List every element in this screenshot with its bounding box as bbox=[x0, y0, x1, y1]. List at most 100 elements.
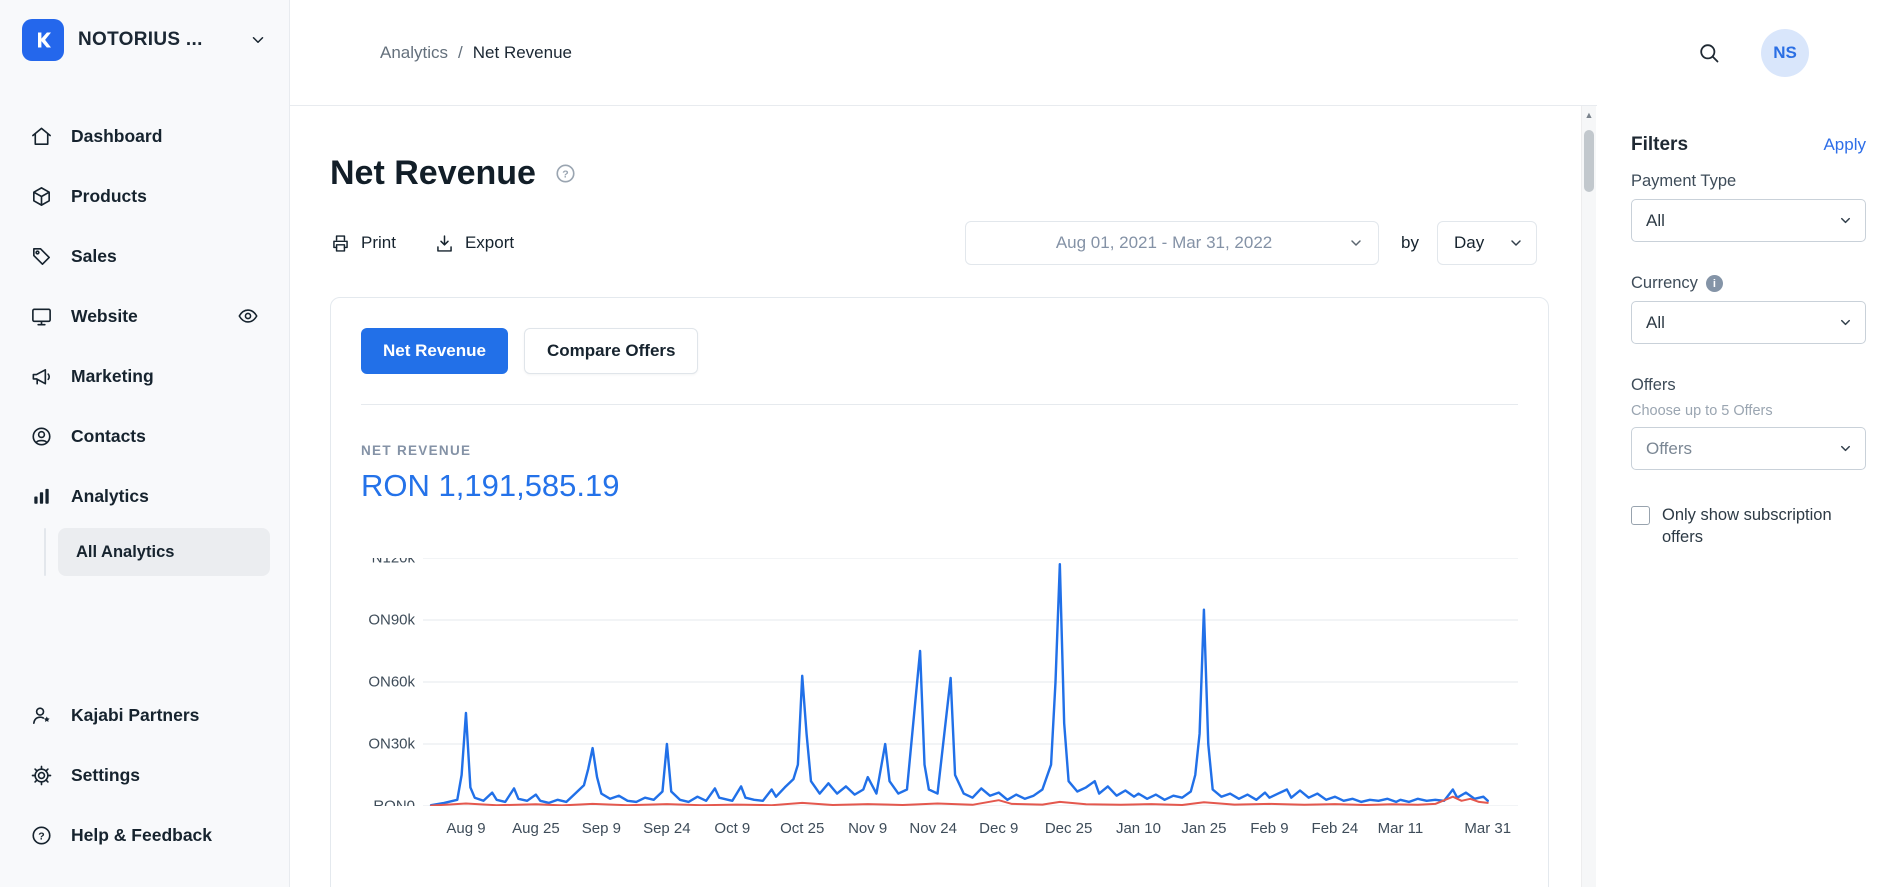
x-axis-label: Feb 9 bbox=[1250, 820, 1289, 837]
sidebar-item-settings[interactable]: Settings bbox=[14, 745, 275, 805]
site-switcher[interactable]: NOTORIUS ... bbox=[0, 0, 289, 80]
sidebar-nav: Dashboard Products Sales Website Marketi… bbox=[0, 80, 289, 576]
sidebar-item-all-analytics[interactable]: All Analytics bbox=[58, 528, 270, 576]
title-help-icon[interactable]: ? bbox=[554, 162, 577, 185]
chevron-down-icon[interactable] bbox=[249, 31, 267, 49]
payment-type-select[interactable]: All bbox=[1631, 199, 1866, 242]
info-icon[interactable]: i bbox=[1705, 275, 1723, 292]
interval-value: Day bbox=[1454, 233, 1485, 252]
y-axis-label: RON0 bbox=[373, 797, 415, 807]
breadcrumb-analytics[interactable]: Analytics bbox=[380, 43, 449, 62]
sidebar-item-label: Dashboard bbox=[71, 125, 163, 146]
sidebar-item-label: Help & Feedback bbox=[71, 824, 213, 845]
sidebar-subitem-label: All Analytics bbox=[76, 542, 175, 561]
metric-value: RON 1,191,585.19 bbox=[361, 468, 620, 503]
eye-icon[interactable] bbox=[237, 305, 259, 327]
currency-select[interactable]: All bbox=[1631, 301, 1866, 344]
sidebar: NOTORIUS ... Dashboard Products Sales We… bbox=[0, 0, 290, 887]
kajabi-logo bbox=[22, 19, 64, 61]
sidebar-item-products[interactable]: Products bbox=[14, 166, 275, 226]
vertical-scrollbar[interactable]: ▲ bbox=[1581, 106, 1596, 887]
subscription-checkbox[interactable] bbox=[1631, 506, 1650, 525]
avatar[interactable]: NS bbox=[1761, 29, 1809, 77]
tag-icon bbox=[33, 247, 50, 265]
offers-placeholder: Offers bbox=[1646, 438, 1692, 458]
filters-title: Filters bbox=[1631, 134, 1689, 155]
chart-x-axis: Aug 9 Aug 25 Sep 9 Sep 24 Oct 9 Oct 25 Nov 9 No… bbox=[423, 816, 1518, 852]
subscription-checkbox-label[interactable]: Only show subscription offers bbox=[1662, 506, 1832, 547]
sidebar-item-label: Products bbox=[71, 185, 147, 206]
y-axis-label: ON90k bbox=[368, 611, 415, 629]
sidebar-item-contacts[interactable]: Contacts bbox=[14, 406, 275, 466]
filters-panel: Filters Apply Payment Type All Currency … bbox=[1596, 106, 1897, 887]
chevron-down-icon bbox=[1841, 319, 1850, 326]
net-revenue-card: Net Revenue Compare Offers NET REVENUE R… bbox=[330, 297, 1549, 887]
sidebar-item-analytics[interactable]: Analytics bbox=[14, 466, 275, 526]
sidebar-item-kajabi-partners[interactable]: Kajabi Partners bbox=[14, 685, 275, 745]
contact-icon bbox=[32, 426, 51, 446]
sidebar-item-marketing[interactable]: Marketing bbox=[14, 346, 275, 406]
sidebar-item-sales[interactable]: Sales bbox=[14, 226, 275, 286]
tab-compare-offers[interactable]: Compare Offers bbox=[523, 328, 699, 374]
date-range-picker[interactable]: Aug 01, 2021 - Mar 31, 2022 bbox=[965, 221, 1380, 265]
chevron-down-icon bbox=[1841, 445, 1850, 452]
toolbar: Print Export Aug 01, 2021 - Mar 31, 2022… bbox=[330, 221, 1537, 265]
sidebar-item-label: Settings bbox=[71, 764, 141, 785]
offers-helper-text: Choose up to 5 Offers bbox=[1631, 403, 1773, 419]
top-header: Analytics / Net Revenue NS bbox=[290, 0, 1897, 106]
header-divider bbox=[290, 105, 1597, 106]
scrollbar-thumb[interactable] bbox=[1584, 130, 1594, 192]
y-axis-label: N120k bbox=[371, 558, 415, 567]
x-axis-label: Jan 10 bbox=[1115, 820, 1161, 837]
site-name: NOTORIUS ... bbox=[78, 29, 203, 50]
chevron-down-icon bbox=[1351, 240, 1361, 246]
scrollbar-up-arrow[interactable]: ▲ bbox=[1584, 110, 1594, 120]
sidebar-item-dashboard[interactable]: Dashboard bbox=[14, 106, 275, 166]
x-axis-label: Nov 9 bbox=[848, 820, 888, 837]
avatar-initials: NS bbox=[1773, 43, 1797, 62]
help-circle-icon: ? bbox=[32, 825, 51, 845]
chart-tabs: Net Revenue Compare Offers bbox=[361, 328, 1518, 374]
bar-chart-icon bbox=[34, 488, 49, 504]
main-content: Net Revenue ? Print Export Aug 01, 2021 … bbox=[290, 106, 1581, 887]
tab-net-revenue[interactable]: Net Revenue bbox=[361, 328, 508, 374]
x-axis-label: Sep 9 bbox=[581, 820, 621, 837]
kajabi-logo-icon bbox=[38, 32, 51, 48]
svg-text:?: ? bbox=[38, 830, 44, 842]
chart-y-axis: N120k ON90k ON60k ON30k RON0 bbox=[361, 558, 423, 806]
x-axis-label: Dec 9 bbox=[979, 820, 1019, 837]
gear-icon bbox=[31, 765, 52, 785]
sidebar-item-website[interactable]: Website bbox=[14, 286, 275, 346]
by-label: by bbox=[1401, 233, 1419, 252]
print-icon bbox=[333, 234, 348, 252]
monitor-icon bbox=[32, 307, 51, 325]
export-button[interactable]: Export bbox=[434, 233, 514, 254]
sidebar-item-label: Website bbox=[71, 305, 138, 326]
search-icon bbox=[1700, 44, 1719, 63]
revenue-chart: N120k ON90k ON60k ON30k RON0 Aug 9 Aug 25 Sep … bbox=[361, 558, 1518, 852]
export-icon bbox=[437, 234, 452, 252]
subscription-filter-row: Only show subscription offers bbox=[1631, 504, 1866, 549]
sidebar-item-help-feedback[interactable]: ? Help & Feedback bbox=[14, 805, 275, 865]
x-axis-label: Feb 24 bbox=[1311, 820, 1359, 837]
x-axis-label: Sep 24 bbox=[643, 820, 691, 837]
subnav-guide bbox=[44, 528, 46, 576]
print-label: Print bbox=[361, 233, 396, 252]
offers-select[interactable]: Offers bbox=[1631, 427, 1866, 470]
apply-filters-button[interactable]: Apply bbox=[1823, 135, 1866, 154]
svg-text:?: ? bbox=[562, 168, 568, 180]
x-axis-label: Mar 31 bbox=[1464, 820, 1512, 837]
print-button[interactable]: Print bbox=[330, 233, 396, 254]
payment-type-label: Payment Type bbox=[1631, 172, 1737, 190]
payment-type-value: All bbox=[1646, 210, 1665, 230]
y-axis-label: ON30k bbox=[368, 735, 415, 753]
breadcrumb: Analytics / Net Revenue bbox=[380, 43, 572, 63]
interval-select[interactable]: Day bbox=[1437, 221, 1537, 265]
page-title: Net Revenue bbox=[330, 154, 536, 192]
search-button[interactable] bbox=[1691, 35, 1727, 71]
chart-plot-area: Aug 9 Aug 25 Sep 9 Sep 24 Oct 9 Oct 25 Nov 9 No… bbox=[423, 558, 1518, 852]
x-axis-label: Jan 25 bbox=[1181, 820, 1227, 837]
x-axis-label: Mar 11 bbox=[1377, 820, 1424, 837]
y-axis-label: ON60k bbox=[368, 673, 415, 691]
sidebar-item-label: Marketing bbox=[71, 365, 154, 386]
